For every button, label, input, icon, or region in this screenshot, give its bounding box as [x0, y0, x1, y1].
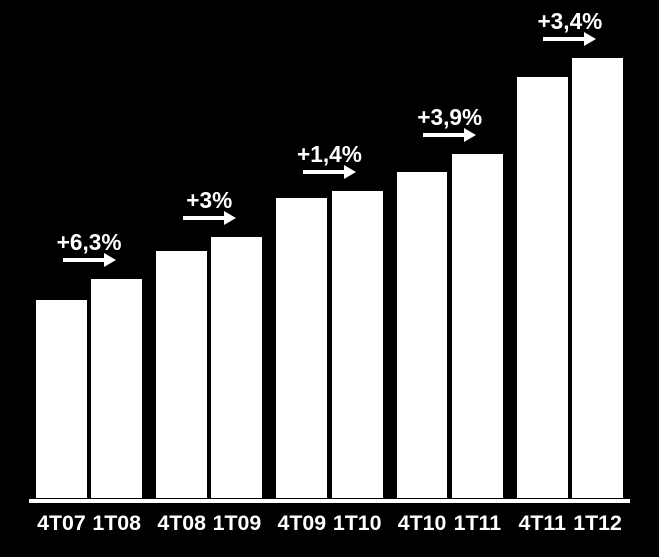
x-axis-tick-label: 1T08: [92, 511, 141, 536]
bar: [331, 190, 384, 499]
bar: [90, 278, 143, 499]
bar-group: +3%: [149, 20, 269, 503]
bar: [155, 250, 208, 499]
bar: [275, 197, 328, 499]
x-axis-tick-label: 4T11: [519, 511, 566, 536]
x-axis-tick-label: 4T10: [398, 511, 447, 536]
x-axis-tick-label: 1T12: [573, 511, 622, 536]
growth-label: +3,9%: [390, 104, 510, 131]
growth-label: +6,3%: [29, 229, 149, 256]
bar: [396, 171, 449, 499]
x-axis-tick-label: 1T11: [454, 511, 501, 536]
grouped-bar-chart: +6,3%+3%+1,4%+3,9%+3,4% 4T071T084T081T09…: [0, 0, 659, 557]
bar: [516, 76, 569, 499]
bar-group: +3,4%: [510, 20, 630, 503]
x-axis-tick-label: 1T10: [333, 511, 382, 536]
growth-label: +1,4%: [269, 141, 389, 168]
bar-group: +6,3%: [29, 20, 149, 503]
plot-area: +6,3%+3%+1,4%+3,9%+3,4%: [29, 20, 630, 503]
bar: [210, 236, 263, 499]
bar: [451, 153, 504, 499]
x-axis-tick-label: 1T09: [213, 511, 262, 536]
x-axis-labels: 4T071T08 4T08 1T09 4T091T10 4T10 1T11 4T11 1T12: [0, 511, 659, 557]
bar: [35, 299, 88, 499]
growth-label: +3%: [149, 187, 269, 214]
bar: [571, 57, 624, 499]
bar-group: +3,9%: [390, 20, 510, 503]
x-axis-tick-label: 4T07: [37, 511, 86, 536]
bar-group: +1,4%: [269, 20, 389, 503]
growth-label: +3,4%: [510, 8, 630, 35]
x-axis-tick-label: 4T08: [157, 511, 206, 536]
x-axis-tick-label: 4T09: [278, 511, 327, 536]
